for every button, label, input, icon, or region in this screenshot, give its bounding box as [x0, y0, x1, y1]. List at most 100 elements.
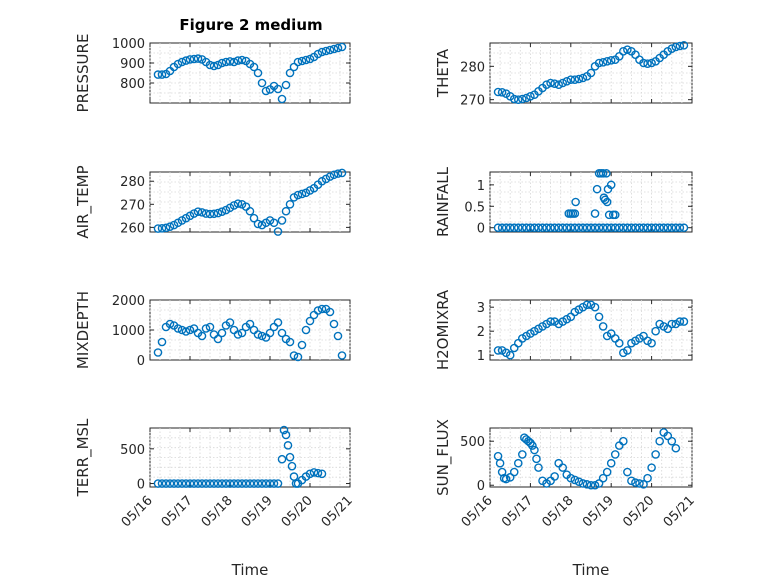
data-point	[505, 223, 515, 233]
data-point	[610, 450, 620, 459]
data-point	[518, 450, 527, 459]
y-axis-label: PRESSURE	[74, 34, 92, 113]
data-point	[655, 223, 664, 233]
data-point	[586, 223, 596, 233]
data-point	[651, 223, 660, 233]
y-tick-label: 270	[460, 94, 485, 109]
data-point	[594, 223, 604, 233]
series-points	[493, 41, 689, 104]
data-point	[181, 327, 191, 336]
series-points	[493, 168, 689, 233]
data-point	[273, 479, 283, 488]
series-points	[493, 428, 681, 490]
data-point	[493, 346, 503, 355]
data-point	[602, 57, 612, 66]
data-point	[554, 223, 563, 233]
data-point	[671, 443, 681, 453]
data-point	[604, 210, 614, 220]
data-point	[594, 479, 604, 488]
data-point	[679, 41, 689, 50]
data-point	[639, 58, 648, 68]
data-point	[497, 223, 507, 233]
grid	[489, 300, 693, 360]
x-tick-label: 05/19	[239, 493, 276, 530]
data-point	[337, 168, 347, 178]
subplot-rainfall: 0 0.5 1 RAINFALL	[434, 166, 693, 237]
y-axis-label: RAINFALL	[434, 166, 452, 237]
data-point	[679, 317, 689, 326]
data-point	[522, 223, 531, 233]
data-point	[237, 55, 247, 65]
data-point	[229, 479, 239, 488]
data-point	[578, 73, 588, 83]
data-point	[590, 223, 600, 233]
data-point	[592, 184, 602, 194]
data-point	[241, 479, 251, 488]
series-points	[153, 168, 347, 236]
data-point	[313, 49, 323, 59]
x-tick-label: 05/19	[580, 493, 617, 530]
y-axis-label: MIXDEPTH	[74, 291, 92, 369]
data-point	[333, 331, 343, 341]
data-point	[297, 340, 307, 350]
data-point	[501, 223, 511, 233]
data-point	[582, 223, 592, 233]
data-point	[153, 224, 163, 233]
data-point	[647, 58, 656, 68]
data-point	[281, 430, 291, 440]
data-point	[574, 477, 584, 487]
data-point	[667, 44, 677, 53]
data-point	[265, 479, 275, 488]
y-axis-label: AIR_TEMP	[74, 165, 93, 238]
data-point	[217, 207, 227, 216]
data-point	[570, 223, 580, 233]
x-tick-label: 05/18	[540, 493, 577, 530]
data-point	[647, 338, 656, 348]
data-point	[598, 223, 608, 233]
data-point	[161, 479, 171, 488]
data-point	[245, 479, 255, 488]
x-tick-label: 05/16	[459, 493, 496, 530]
data-point	[197, 331, 207, 341]
data-point	[534, 223, 543, 233]
data-point	[293, 190, 303, 200]
data-point	[205, 60, 215, 70]
data-point	[153, 479, 163, 488]
data-point	[297, 56, 307, 66]
data-point	[305, 54, 315, 64]
data-point	[205, 322, 215, 332]
data-point	[497, 88, 507, 97]
data-point	[249, 479, 259, 488]
data-point	[501, 474, 511, 484]
data-point	[229, 201, 239, 210]
data-point	[173, 479, 183, 488]
data-point	[522, 93, 531, 103]
y-tick-label: 1	[477, 349, 485, 364]
data-point	[570, 75, 580, 84]
data-point	[297, 189, 307, 199]
data-point	[600, 195, 610, 205]
x-tick-label: 05/18	[199, 493, 236, 530]
data-point	[153, 70, 163, 79]
data-point	[586, 68, 596, 78]
data-point	[530, 445, 539, 455]
data-point	[233, 330, 243, 339]
data-point	[594, 312, 604, 322]
y-tick-label: 260	[120, 221, 145, 236]
data-point	[285, 452, 295, 462]
data-point	[309, 468, 319, 477]
data-point	[173, 59, 183, 69]
data-point	[285, 68, 295, 78]
data-point	[325, 307, 335, 317]
series-points	[153, 42, 347, 104]
x-tick-label: 05/17	[159, 493, 196, 530]
data-point	[602, 467, 612, 477]
data-point	[245, 206, 255, 216]
data-point	[534, 463, 543, 472]
data-point	[606, 223, 616, 233]
data-point	[570, 475, 580, 485]
data-point	[197, 208, 207, 217]
data-point	[177, 57, 187, 67]
x-axis-label: Time	[572, 561, 610, 579]
data-point	[293, 352, 303, 362]
